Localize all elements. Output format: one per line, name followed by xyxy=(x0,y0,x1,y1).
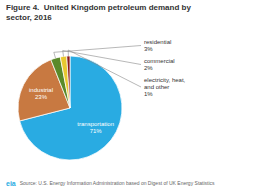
leader-line xyxy=(54,46,141,59)
title-line: Figure 4. United Kingdom petroleum deman… xyxy=(6,3,191,12)
data-label: industrial23% xyxy=(29,86,53,99)
data-label: residential3% xyxy=(144,39,171,52)
label-line: transportation xyxy=(77,121,114,127)
data-label: transportation71% xyxy=(77,121,114,134)
label-line: residential xyxy=(144,39,171,45)
slice xyxy=(60,56,70,108)
label-line: 1% xyxy=(144,91,153,97)
slice xyxy=(51,57,70,108)
labels: transportation71% industrial23% residentia… xyxy=(29,39,186,134)
label-line: industrial xyxy=(29,86,53,92)
title-line: sector, 2016 xyxy=(6,13,52,22)
chart: Figure 4. United Kingdom petroleum deman… xyxy=(0,0,262,192)
slices xyxy=(18,56,122,160)
slice xyxy=(67,56,70,108)
label-line: 2% xyxy=(144,65,153,71)
label-line: 71% xyxy=(90,128,103,134)
label-line: 23% xyxy=(35,93,48,99)
source: Source: U.S. Energy Information Administ… xyxy=(20,180,215,186)
label-line: 3% xyxy=(144,46,153,52)
title: Figure 4. United Kingdom petroleum deman… xyxy=(6,3,191,22)
label-line: commercial xyxy=(144,58,175,64)
logo: eia xyxy=(6,180,16,187)
leader-line xyxy=(68,50,141,87)
label-line: and other xyxy=(144,84,169,90)
label-line: electricity, heat, xyxy=(144,77,186,83)
data-label: electricity, heat,and other1% xyxy=(144,77,186,97)
leader-line xyxy=(63,50,141,64)
data-label: commercial2% xyxy=(144,58,175,71)
pie xyxy=(18,56,122,160)
